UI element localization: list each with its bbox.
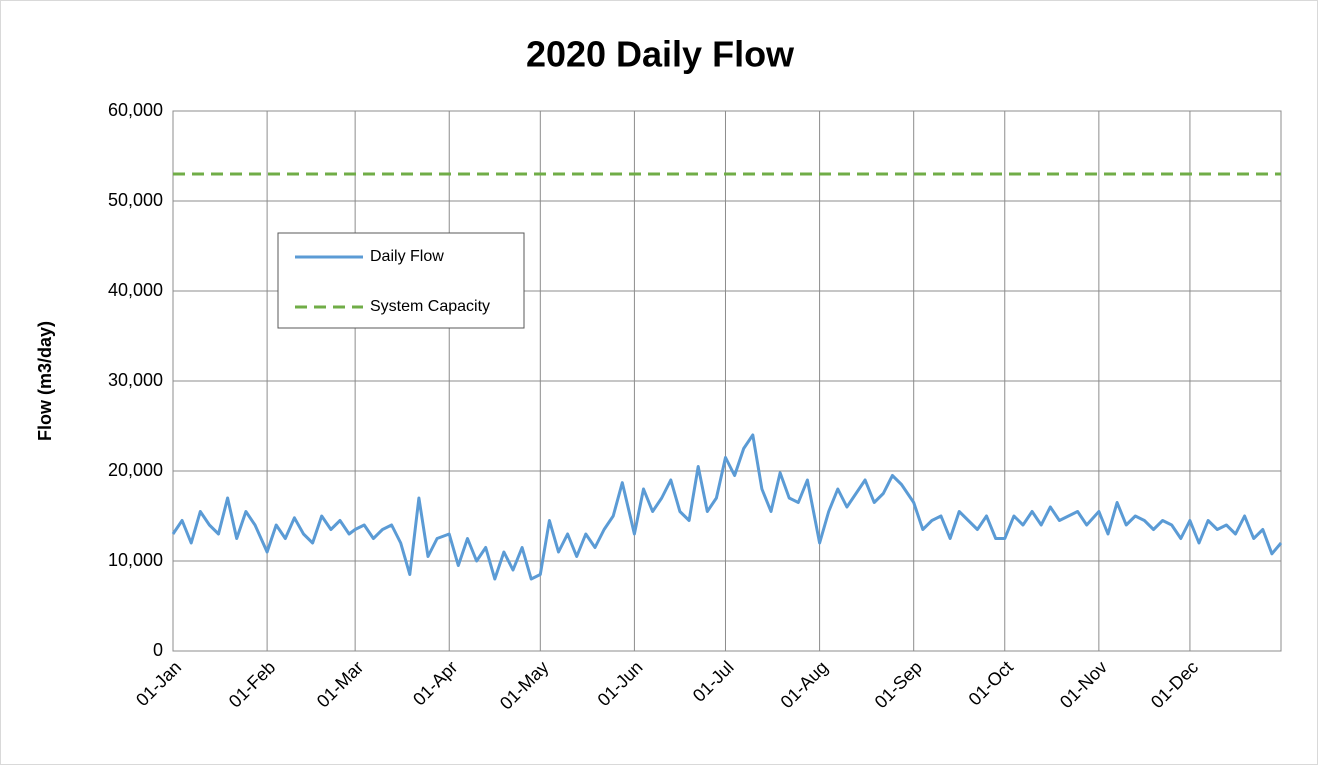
y-tick-label: 60,000 — [108, 100, 163, 120]
y-axis-label: Flow (m3/day) — [35, 321, 55, 441]
legend-box — [277, 232, 525, 329]
y-tick-label: 20,000 — [108, 460, 163, 480]
y-tick-label: 40,000 — [108, 280, 163, 300]
chart-title: 2020 Daily Flow — [526, 34, 795, 75]
y-tick-label: 50,000 — [108, 190, 163, 210]
legend-label: Daily Flow — [370, 248, 444, 265]
data-line — [171, 433, 1283, 581]
y-tick-label: 10,000 — [108, 550, 163, 570]
y-tick-label: 0 — [153, 640, 163, 660]
y-tick-label: 30,000 — [108, 370, 163, 390]
plot-border — [172, 110, 1282, 652]
legend-label: System Capacity — [370, 298, 490, 315]
